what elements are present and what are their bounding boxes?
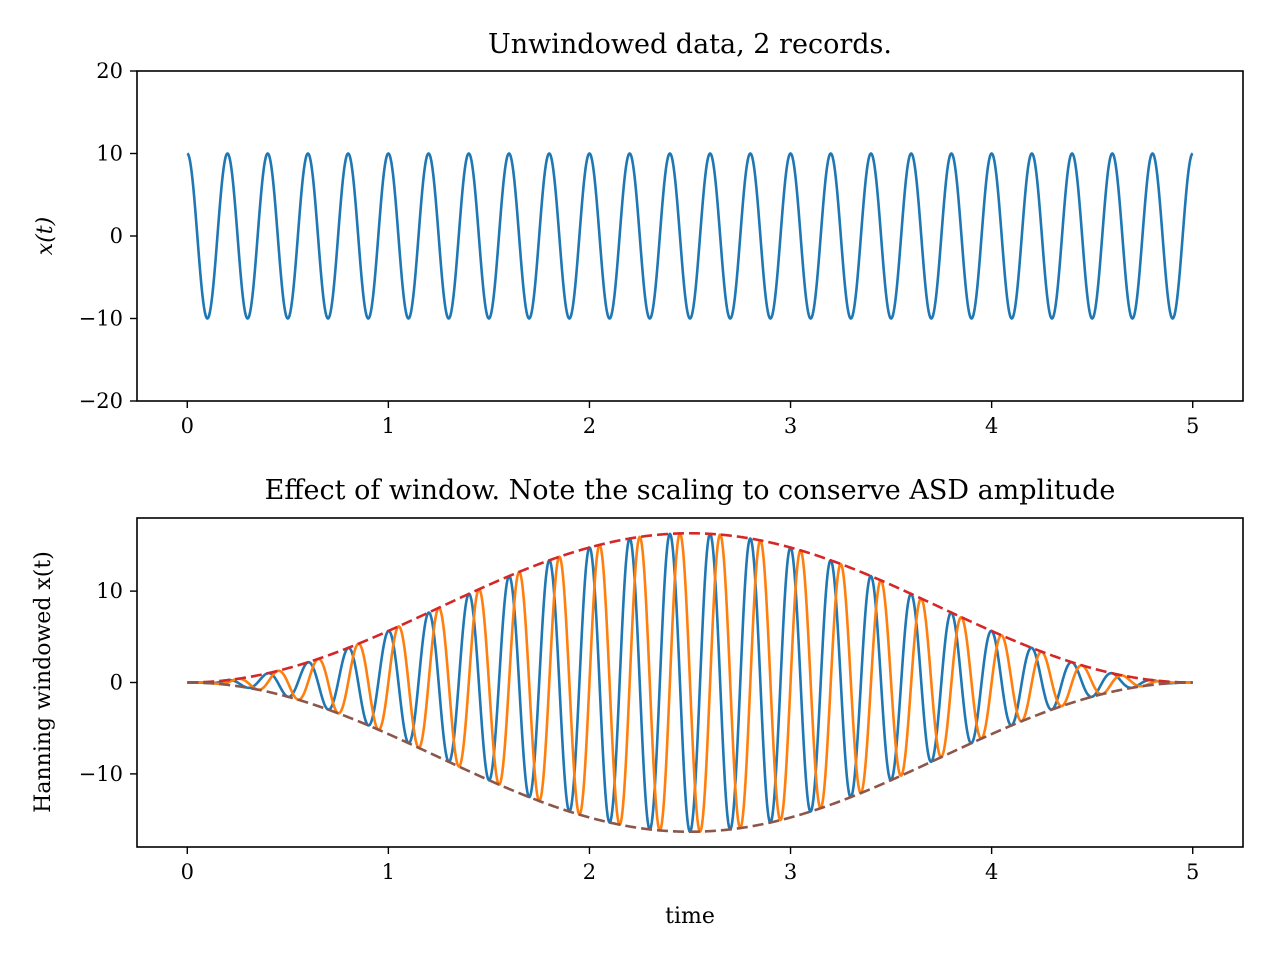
bottom-plot-xtick-label: 1 — [382, 860, 395, 884]
top-plot-ytick-label: −20 — [79, 389, 123, 413]
top-plot-series-1-line — [186, 152, 1194, 320]
bottom-plot-ytick-label: 0 — [110, 671, 123, 695]
top-plot-ytick-label: 20 — [96, 59, 123, 83]
bottom-plot-title: Effect of window. Note the scaling to co… — [265, 475, 1116, 506]
bottom-plot-ytick-label: 10 — [96, 579, 123, 603]
top-plot-area: 0 1 2 3 4 5 −20 −10 0 10 20 — [79, 59, 1200, 438]
top-plot-xtick-label: 3 — [784, 414, 797, 438]
top-plot-title: Unwindowed data, 2 records. — [488, 29, 892, 60]
top-plot-xtick-label: 5 — [1186, 414, 1199, 438]
bottom-plot-xtick-label: 4 — [985, 860, 998, 884]
top-plot-ylabel: x(t) — [33, 217, 58, 255]
bottom-plot-xlabel: time — [665, 904, 715, 929]
bottom-plot-ytick-label: −10 — [79, 762, 123, 786]
bottom-plot-xtick-label: 0 — [181, 860, 194, 884]
bottom-plot-series-3-line — [186, 531, 1194, 684]
top-plot-frame — [136, 70, 1244, 402]
top-plot-ytick-label: −10 — [79, 307, 123, 331]
bottom-plot-series-4-line — [186, 681, 1194, 834]
bottom-plot-area: 0 1 2 3 4 5 −10 0 10 — [79, 531, 1199, 884]
top-plot-xtick-label: 2 — [583, 414, 596, 438]
bottom-plot-frame — [136, 517, 1244, 848]
top-plot-xtick-label: 1 — [382, 414, 395, 438]
bottom-plot-ylabel: Hanning windowed x(t) — [31, 551, 56, 813]
top-plot-panel: Unwindowed data, 2 records. 0 1 2 3 4 5 −20 −10… — [33, 29, 1244, 438]
bottom-plot-xtick-label: 5 — [1186, 860, 1199, 884]
bottom-plot-xtick-label: 3 — [784, 860, 797, 884]
top-plot-ytick-label: 10 — [96, 142, 123, 166]
top-plot-ytick-label: 0 — [110, 224, 123, 248]
bottom-plot-xtick-label: 2 — [583, 860, 596, 884]
bottom-plot-series-2-line — [186, 532, 1194, 833]
bottom-plot-panel: Effect of window. Note the scaling to co… — [31, 475, 1244, 929]
top-plot-xtick-label: 0 — [181, 414, 194, 438]
top-plot-xtick-label: 4 — [985, 414, 998, 438]
